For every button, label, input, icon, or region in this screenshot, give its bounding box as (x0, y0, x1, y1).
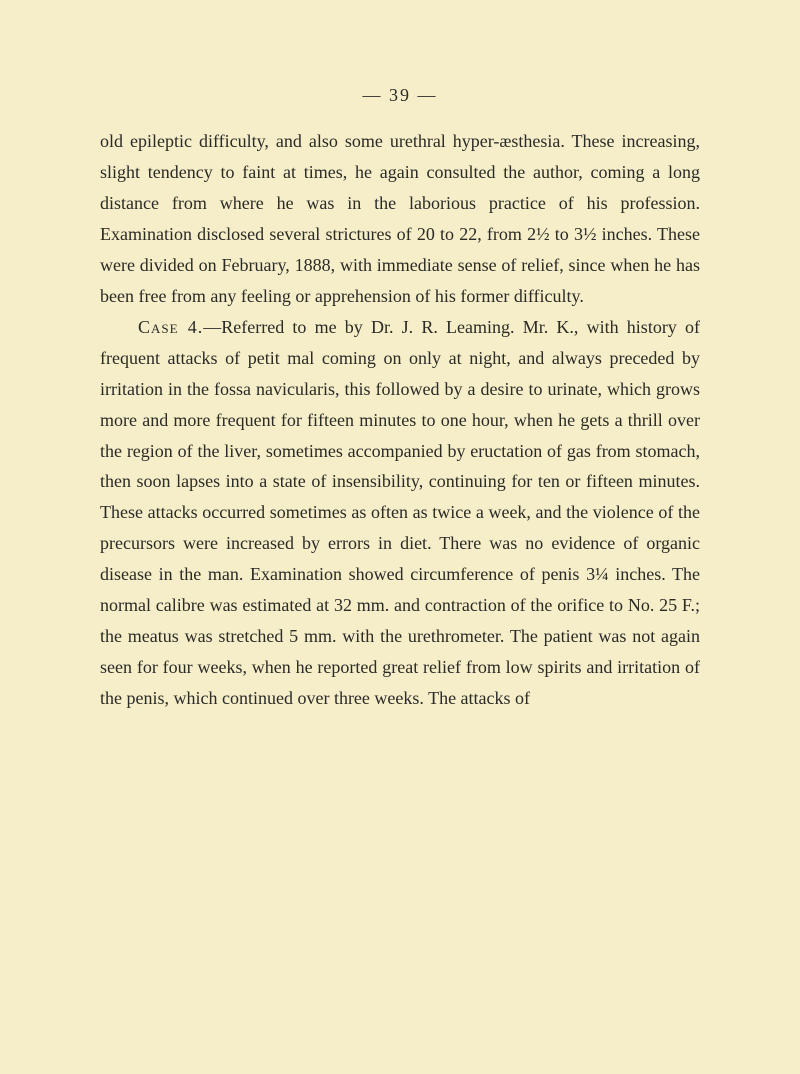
body-text-container: old epileptic difficulty, and also some … (100, 126, 700, 714)
paragraph-2-rest: —Referred to me by Dr. J. R. Leaming. Mr… (100, 317, 700, 708)
paragraph-1: old epileptic difficulty, and also some … (100, 126, 700, 312)
case-label: Case 4. (138, 317, 203, 337)
paragraph-2: Case 4.—Referred to me by Dr. J. R. Leam… (100, 312, 700, 714)
page-number: — 39 — (100, 85, 700, 106)
